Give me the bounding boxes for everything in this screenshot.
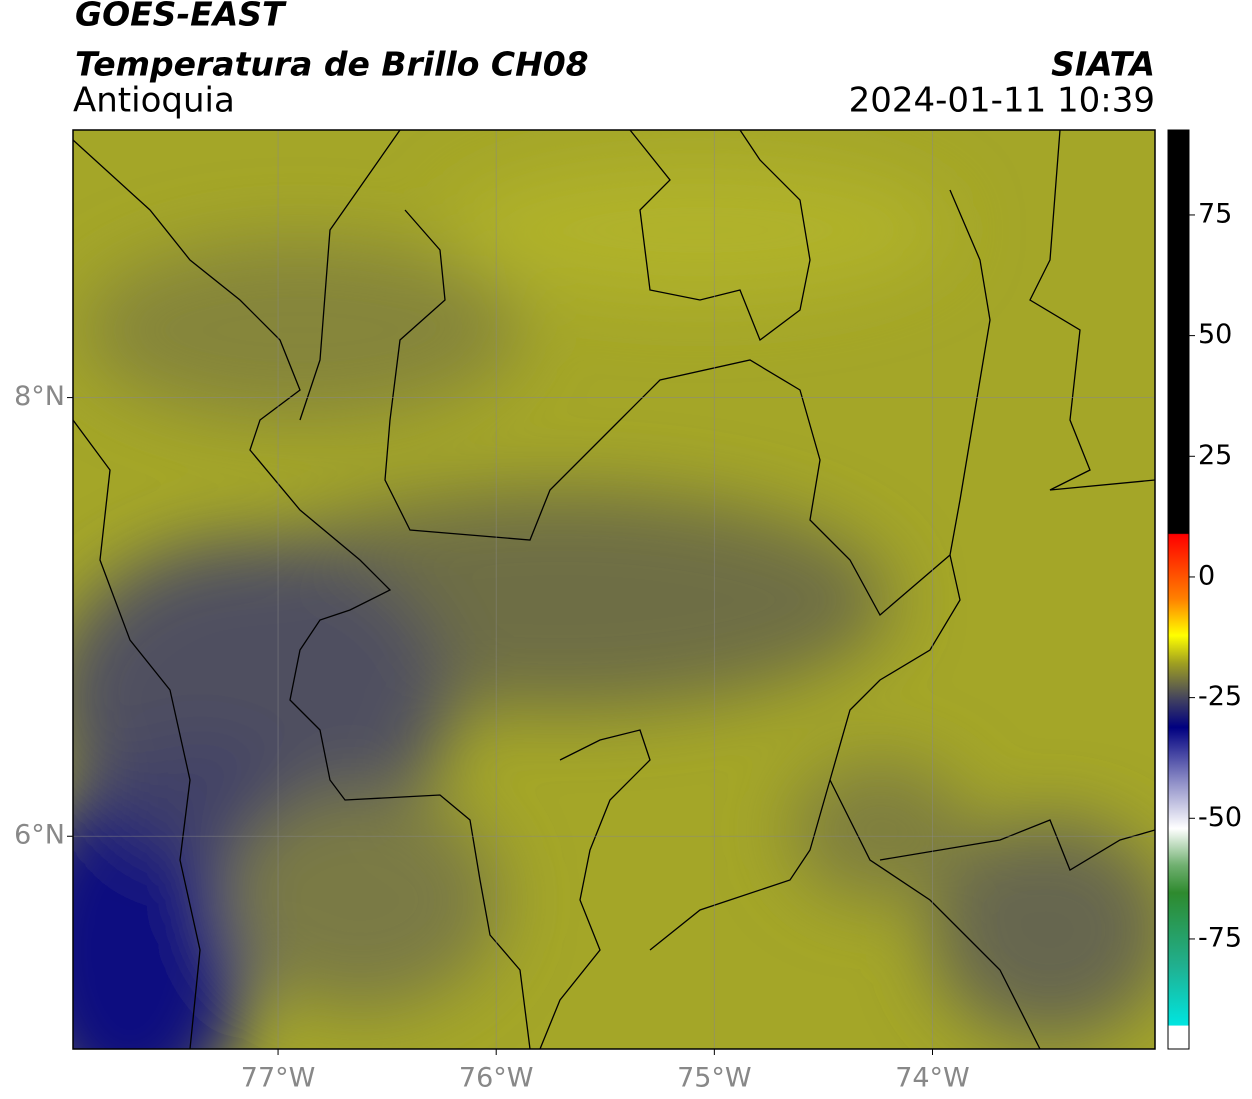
source: SIATA [1051, 45, 1155, 84]
colorbar-tick-label: -25 [1198, 681, 1242, 712]
colorbar [1167, 129, 1190, 1050]
datetime: 2024-01-11 10:39 [849, 81, 1155, 121]
colorbar-tick-label: 75 [1198, 198, 1232, 229]
colorbar-tick-label: 0 [1198, 560, 1215, 591]
map-frame [72, 129, 1156, 1050]
y-tick-label: 8°N [14, 381, 65, 412]
region: Antioquia [73, 81, 235, 121]
title: GOES-EAST [75, 0, 287, 34]
x-tick-label: 76°W [459, 1063, 534, 1094]
x-tick-label: 77°W [241, 1063, 316, 1094]
colorbar-tick-label: -50 [1198, 802, 1242, 833]
colorbar-tick-label: -75 [1198, 922, 1242, 953]
y-tick-label: 6°N [14, 820, 65, 851]
graticule [73, 130, 1155, 1049]
x-tick-label: 74°W [895, 1063, 970, 1094]
x-tick-label: 75°W [677, 1063, 752, 1094]
colorbar-tick-label: 25 [1198, 440, 1232, 471]
colorbar-tick-label: 50 [1198, 319, 1232, 350]
satellite-image [73, 130, 1155, 1049]
subtitle: Temperatura de Brillo CH08 [75, 45, 589, 84]
